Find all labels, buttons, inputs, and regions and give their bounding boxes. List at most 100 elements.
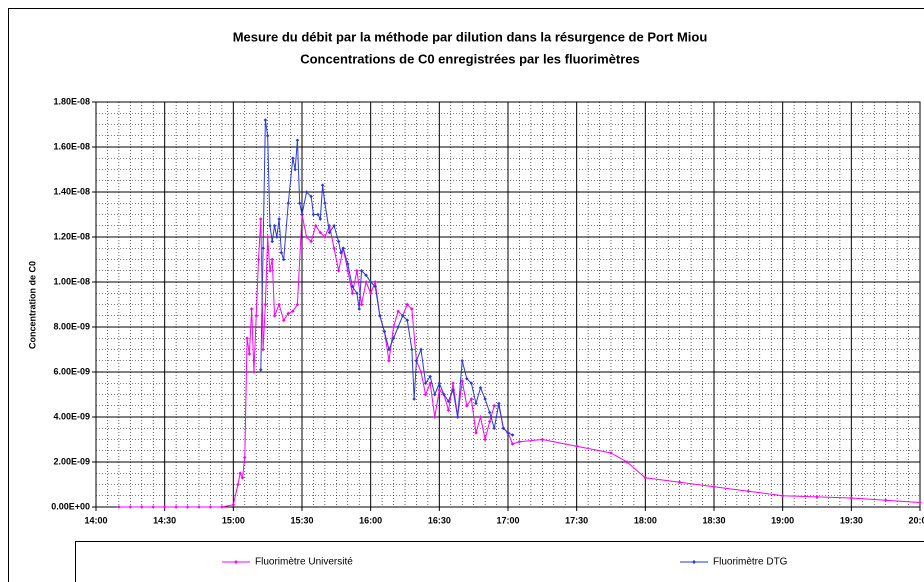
data-point	[474, 430, 478, 435]
data-point	[265, 235, 270, 239]
legend-marker	[234, 560, 238, 564]
data-point	[478, 415, 483, 419]
data-point	[428, 374, 432, 379]
x-tick-label: 14:00	[84, 515, 107, 525]
data-point	[240, 475, 245, 480]
x-tick-label: 17:30	[565, 515, 588, 525]
data-point	[497, 401, 501, 406]
data-point	[437, 381, 442, 386]
data-point	[220, 505, 224, 509]
data-point	[332, 246, 336, 251]
data-point	[355, 291, 359, 296]
y-tick-label: 6.00E-09	[53, 366, 90, 376]
data-point	[256, 257, 261, 262]
data-point	[208, 505, 213, 509]
data-point	[918, 500, 922, 505]
data-point	[465, 376, 469, 381]
x-tick-label: 16:00	[359, 515, 382, 525]
x-tick-label: 19:30	[840, 515, 863, 525]
x-tick-label: 14:30	[153, 515, 176, 525]
data-point	[139, 505, 144, 509]
data-point	[487, 419, 492, 424]
data-point	[428, 381, 432, 386]
data-point	[304, 235, 309, 239]
data-point	[316, 212, 320, 217]
data-point	[492, 426, 497, 431]
data-point	[625, 460, 629, 464]
data-point	[437, 388, 442, 392]
data-point	[309, 239, 313, 244]
data-point	[252, 370, 256, 374]
data-point	[277, 217, 281, 221]
data-point	[231, 502, 236, 507]
data-point	[405, 302, 410, 307]
data-point	[465, 403, 469, 408]
data-point	[304, 190, 309, 194]
data-point	[236, 482, 240, 487]
data-point	[517, 439, 522, 444]
data-point	[336, 268, 341, 273]
data-point	[510, 433, 515, 437]
data-point	[574, 444, 579, 449]
data-point	[643, 475, 648, 480]
data-point	[197, 505, 201, 509]
data-point	[272, 223, 277, 228]
data-point	[185, 505, 190, 509]
data-point	[311, 212, 316, 217]
data-point	[487, 410, 492, 415]
data-point	[254, 313, 259, 318]
data-point	[300, 212, 304, 217]
data-point	[318, 217, 323, 221]
data-point	[117, 505, 121, 509]
data-point	[410, 307, 414, 311]
x-tick-label: 15:30	[290, 515, 313, 525]
data-point	[281, 257, 286, 262]
series-line	[260, 119, 513, 436]
data-point	[373, 280, 378, 284]
data-point	[345, 262, 350, 266]
data-point	[478, 385, 483, 390]
data-point	[460, 379, 465, 383]
data-point	[368, 291, 373, 296]
data-point	[396, 309, 400, 314]
data-point	[357, 307, 362, 311]
data-point	[323, 235, 327, 239]
data-point	[327, 223, 332, 228]
data-point	[483, 437, 487, 442]
data-point	[277, 302, 281, 307]
data-point	[460, 358, 465, 363]
y-tick-label: 8.00E-09	[53, 321, 90, 331]
data-point	[323, 201, 327, 206]
y-tick-label: 1.40E-08	[53, 186, 90, 196]
data-point	[318, 230, 323, 235]
data-point	[355, 268, 359, 273]
data-point	[506, 430, 510, 435]
data-point	[313, 223, 318, 228]
y-tick-label: 0.00E+00	[51, 501, 90, 511]
data-point	[275, 235, 279, 239]
data-point	[410, 347, 414, 352]
data-point	[336, 239, 341, 244]
data-point	[270, 239, 275, 244]
data-point	[242, 455, 247, 460]
data-point	[291, 156, 295, 161]
data-point	[270, 257, 275, 262]
y-tick-label: 1.80E-08	[53, 96, 90, 106]
data-point	[339, 250, 343, 255]
x-tick-label: 15:00	[222, 515, 245, 525]
data-point	[350, 284, 355, 289]
data-point	[849, 496, 854, 500]
chart-title: Mesure du débit par la méthode par dilut…	[233, 29, 708, 44]
data-point	[345, 268, 350, 273]
data-point	[263, 302, 268, 307]
data-point	[387, 347, 391, 352]
legend-label: Fluorimètre DTG	[713, 557, 788, 568]
plot-border	[95, 101, 921, 508]
data-point	[268, 223, 272, 228]
data-point	[327, 230, 332, 235]
data-point	[446, 399, 451, 404]
data-point	[469, 397, 474, 401]
chart-subtitle: Concentrations de C0 enregistrées par le…	[300, 51, 640, 66]
data-point	[469, 381, 474, 386]
